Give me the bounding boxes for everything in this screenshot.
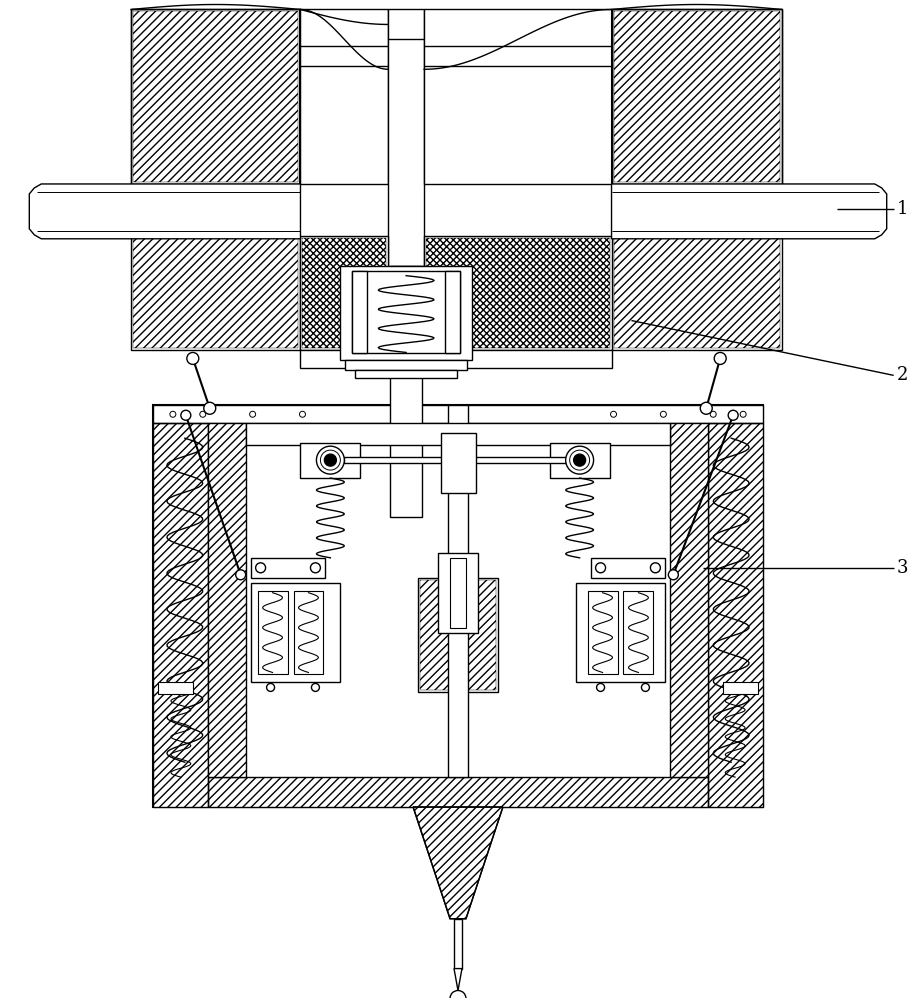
Circle shape bbox=[311, 563, 321, 573]
Circle shape bbox=[641, 683, 649, 691]
Bar bbox=[445, 271, 460, 353]
Circle shape bbox=[660, 411, 666, 417]
Text: 2: 2 bbox=[897, 366, 908, 384]
Bar bbox=[208, 777, 708, 807]
Circle shape bbox=[180, 410, 191, 420]
Bar bbox=[133, 238, 299, 348]
Bar bbox=[208, 423, 245, 777]
Bar bbox=[353, 271, 367, 353]
Bar bbox=[612, 236, 782, 350]
Bar bbox=[420, 580, 496, 690]
Bar bbox=[454, 919, 462, 969]
Bar bbox=[424, 236, 612, 350]
Bar bbox=[344, 457, 448, 463]
Circle shape bbox=[650, 563, 660, 573]
Circle shape bbox=[573, 454, 585, 466]
Polygon shape bbox=[29, 184, 300, 239]
Circle shape bbox=[200, 411, 206, 417]
Circle shape bbox=[700, 402, 713, 414]
Bar bbox=[575, 583, 665, 682]
Bar bbox=[424, 9, 612, 184]
Bar bbox=[251, 583, 341, 682]
Bar bbox=[300, 9, 388, 184]
Bar bbox=[724, 682, 758, 694]
Circle shape bbox=[669, 570, 679, 580]
Circle shape bbox=[450, 991, 466, 1000]
Bar bbox=[293, 591, 323, 674]
Bar bbox=[587, 591, 617, 674]
Bar bbox=[257, 591, 288, 674]
Bar bbox=[671, 423, 708, 777]
Polygon shape bbox=[413, 807, 503, 919]
Bar bbox=[424, 350, 612, 368]
Circle shape bbox=[250, 411, 256, 417]
Bar bbox=[550, 443, 609, 478]
Bar bbox=[441, 433, 476, 493]
Bar bbox=[153, 423, 208, 807]
Bar bbox=[591, 558, 665, 578]
Bar bbox=[208, 777, 708, 807]
Circle shape bbox=[714, 352, 726, 364]
Bar bbox=[251, 558, 325, 578]
Circle shape bbox=[187, 352, 199, 364]
Circle shape bbox=[203, 402, 216, 414]
Bar bbox=[131, 236, 300, 350]
Bar bbox=[133, 11, 299, 182]
Bar bbox=[245, 423, 671, 445]
Bar bbox=[708, 423, 763, 807]
Bar bbox=[468, 457, 566, 463]
Bar bbox=[614, 11, 780, 182]
Circle shape bbox=[311, 683, 320, 691]
Bar bbox=[448, 405, 468, 777]
Polygon shape bbox=[612, 184, 887, 239]
Bar bbox=[438, 553, 478, 633]
Bar bbox=[208, 423, 245, 777]
Bar bbox=[614, 238, 780, 348]
Bar bbox=[388, 9, 424, 266]
Bar bbox=[353, 271, 460, 353]
Circle shape bbox=[570, 450, 590, 470]
Bar bbox=[418, 578, 498, 692]
Circle shape bbox=[169, 411, 176, 417]
Polygon shape bbox=[454, 969, 462, 991]
Circle shape bbox=[728, 410, 738, 420]
Circle shape bbox=[300, 411, 305, 417]
Circle shape bbox=[566, 446, 594, 474]
Circle shape bbox=[256, 563, 266, 573]
Bar bbox=[302, 238, 387, 348]
Bar bbox=[300, 236, 388, 350]
Bar bbox=[612, 9, 782, 184]
Bar bbox=[341, 266, 472, 360]
Bar bbox=[153, 405, 763, 423]
Bar bbox=[708, 423, 763, 807]
Circle shape bbox=[324, 454, 336, 466]
Circle shape bbox=[267, 683, 275, 691]
Circle shape bbox=[740, 411, 747, 417]
Circle shape bbox=[316, 446, 344, 474]
Text: 1: 1 bbox=[897, 200, 908, 218]
Circle shape bbox=[235, 570, 245, 580]
Bar bbox=[345, 360, 467, 370]
Bar bbox=[671, 423, 708, 777]
Circle shape bbox=[710, 411, 716, 417]
Bar bbox=[300, 350, 388, 368]
Circle shape bbox=[595, 563, 605, 573]
Circle shape bbox=[321, 450, 341, 470]
Bar bbox=[355, 370, 457, 378]
Circle shape bbox=[611, 411, 616, 417]
Bar bbox=[153, 423, 208, 807]
Circle shape bbox=[596, 683, 605, 691]
Bar bbox=[450, 558, 466, 628]
Bar bbox=[158, 682, 192, 694]
Bar bbox=[131, 9, 300, 184]
Bar bbox=[390, 266, 422, 517]
Bar bbox=[153, 405, 763, 807]
Bar bbox=[426, 238, 609, 348]
Bar bbox=[624, 591, 653, 674]
Text: 3: 3 bbox=[897, 559, 908, 577]
Bar bbox=[300, 443, 360, 478]
